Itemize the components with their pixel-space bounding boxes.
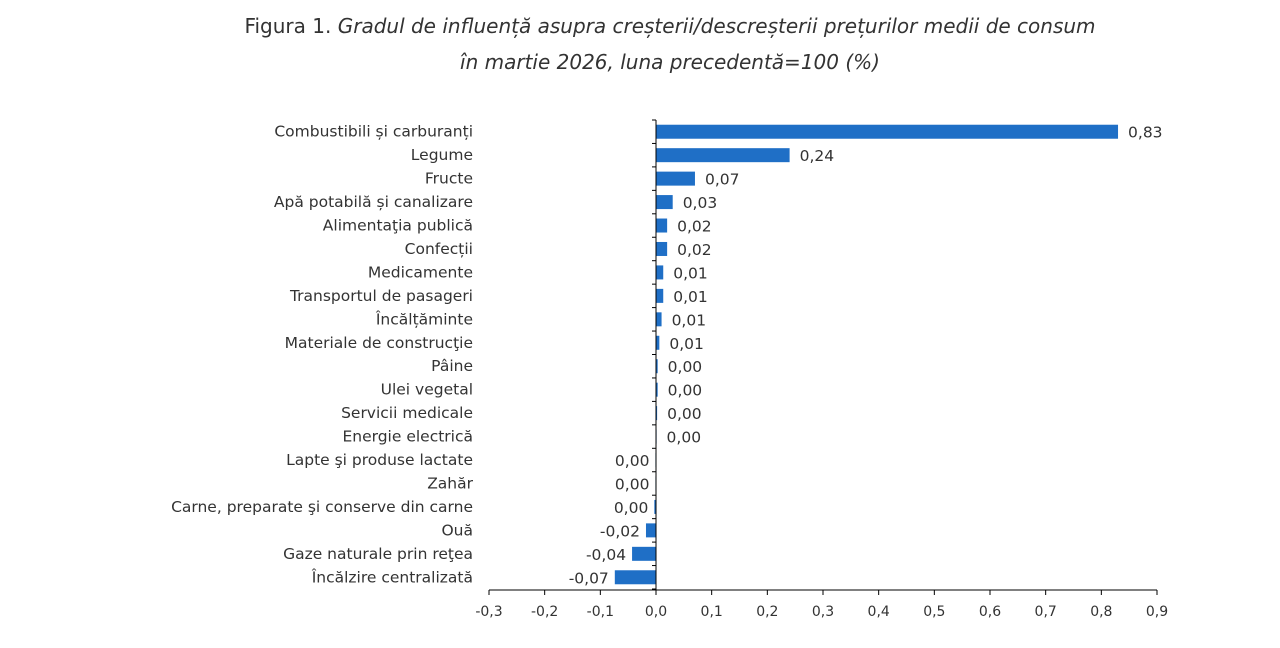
- bar: [645, 523, 656, 538]
- data-label: 0,07: [705, 171, 740, 189]
- data-label: 0,83: [1128, 124, 1163, 142]
- bar: [656, 335, 660, 350]
- value-tick-label: -0,1: [587, 604, 614, 620]
- chart-title-line-2: în martie 2026, luna precedentă=100 (%): [460, 50, 880, 74]
- chart-title-line-1: Figura 1. Gradul de influență asupra cre…: [0, 14, 1280, 38]
- figure-label: Figura 1.: [244, 14, 332, 38]
- bar: [656, 195, 673, 210]
- value-tick-label: 0,4: [868, 604, 890, 620]
- category-label: Pâine: [431, 357, 473, 375]
- bar: [614, 570, 656, 585]
- category-label: Ouă: [441, 521, 473, 539]
- data-label: 0,00: [615, 475, 650, 493]
- data-label: 0,00: [615, 452, 650, 470]
- bar: [656, 218, 668, 233]
- data-label: -0,07: [569, 569, 609, 587]
- value-tick-label: 0,2: [756, 604, 778, 620]
- value-tick-label: 0,7: [1035, 604, 1057, 620]
- category-label: Materiale de construcţie: [285, 334, 473, 352]
- value-tick-label: 0,1: [701, 604, 723, 620]
- category-label: Gaze naturale prin reţea: [283, 545, 473, 563]
- chart-title-text: Gradul de influență asupra creșterii/des…: [337, 14, 1096, 38]
- category-label: Carne, preparate şi conserve din carne: [171, 498, 473, 516]
- category-label: Ulei vegetal: [381, 381, 473, 399]
- data-label: 0,01: [673, 288, 708, 306]
- bar: [656, 406, 658, 421]
- data-label: 0,00: [668, 382, 703, 400]
- bar: [656, 265, 664, 280]
- value-tick-label: 0,9: [1146, 604, 1168, 620]
- data-label: 0,00: [668, 358, 703, 376]
- bar: [656, 171, 695, 186]
- category-label: Servicii medicale: [341, 404, 473, 422]
- data-label: 0,01: [673, 264, 708, 282]
- data-label: 0,01: [669, 335, 704, 353]
- value-tick-label: 0,8: [1090, 604, 1112, 620]
- category-label: Energie electrică: [342, 428, 473, 446]
- value-tick-label: 0,3: [812, 604, 834, 620]
- bar: [656, 241, 668, 256]
- data-label: 0,03: [683, 194, 718, 212]
- category-label: Zahăr: [427, 474, 473, 492]
- bar: [656, 359, 658, 374]
- category-label: Transportul de pasageri: [289, 287, 473, 305]
- value-tick-label: 0,0: [645, 604, 667, 620]
- category-label: Confecții: [405, 240, 473, 258]
- data-label: 0,02: [677, 241, 712, 259]
- value-tick-label: -0,3: [475, 604, 502, 620]
- category-label: Apă potabilă și canalizare: [274, 193, 473, 211]
- category-label: Legume: [411, 146, 473, 164]
- category-label: Fructe: [425, 170, 473, 188]
- bar: [632, 546, 656, 561]
- data-label: -0,04: [586, 546, 626, 564]
- bar: [656, 382, 658, 397]
- data-labels: 0,83 0,24 0,07 0,03 0,02 0,02 0,01 0,01 0,01 0,01…: [569, 124, 1163, 588]
- category-label: Încălzire centralizată: [311, 567, 473, 586]
- data-label: 0,02: [677, 218, 712, 236]
- value-tick-label: 0,6: [979, 604, 1001, 620]
- category-label: Încălțăminte: [375, 309, 473, 328]
- value-tick-label: -0,2: [531, 604, 558, 620]
- axes: -0,3 -0,2 -0,1 0,0 0,1 0,2 0,3 0,4 0,5 0,6 0,7 0,8 0…: [475, 119, 1168, 620]
- category-label: Medicamente: [368, 263, 473, 281]
- category-label: Combustibili și carburanți: [274, 123, 473, 141]
- data-label: 0,01: [672, 311, 707, 329]
- bar: [656, 148, 790, 163]
- data-label: 0,00: [667, 405, 702, 423]
- data-label: 0,00: [614, 499, 649, 517]
- bar: [656, 124, 1119, 139]
- data-label: -0,02: [600, 522, 640, 540]
- bar: [654, 499, 656, 514]
- category-label: Lapte şi produse lactate: [286, 451, 473, 469]
- bar: [656, 288, 664, 303]
- category-label: Alimentaţia publică: [323, 217, 473, 235]
- value-tick-label: 0,5: [923, 604, 945, 620]
- bar: [656, 312, 662, 327]
- data-label: 0,24: [800, 147, 835, 165]
- category-labels: Combustibili și carburanți Legume Fructe Ap…: [171, 123, 474, 587]
- data-label: 0,00: [667, 429, 702, 447]
- bars: [614, 124, 1119, 585]
